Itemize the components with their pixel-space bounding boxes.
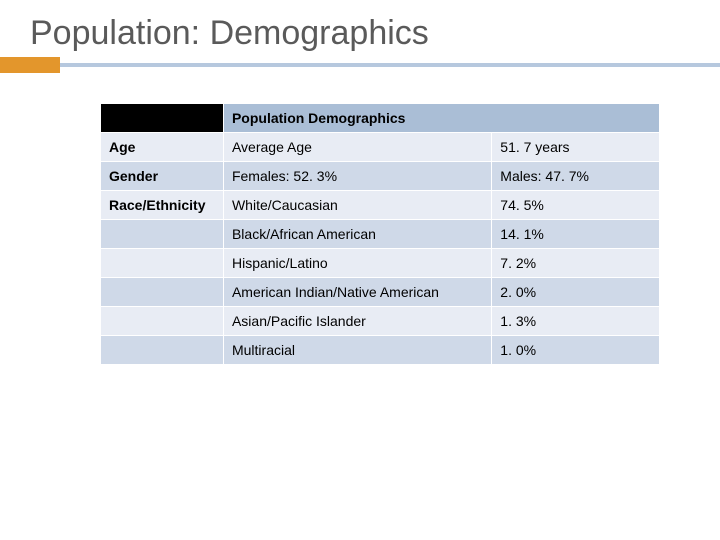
row-label [101, 336, 224, 365]
row-label [101, 249, 224, 278]
row-value-2: 1. 3% [492, 307, 660, 336]
accent-line [0, 63, 720, 67]
table-row: AgeAverage Age51. 7 years [101, 133, 660, 162]
table-row: Race/EthnicityWhite/Caucasian74. 5% [101, 191, 660, 220]
accent-orange-bar [0, 57, 60, 73]
row-value-2: 1. 0% [492, 336, 660, 365]
header-blank-cell [101, 104, 224, 133]
slide-title: Population: Demographics [0, 0, 720, 63]
row-value-2: Males: 47. 7% [492, 162, 660, 191]
demographics-table: Population Demographics AgeAverage Age51… [100, 103, 660, 365]
table-row: Asian/Pacific Islander1. 3% [101, 307, 660, 336]
row-value-1: Average Age [223, 133, 491, 162]
row-value-1: Hispanic/Latino [223, 249, 491, 278]
row-value-1: American Indian/Native American [223, 278, 491, 307]
accent-blue-bar [0, 63, 720, 67]
row-label [101, 307, 224, 336]
row-value-2: 14. 1% [492, 220, 660, 249]
row-label [101, 278, 224, 307]
row-label: Race/Ethnicity [101, 191, 224, 220]
row-label: Age [101, 133, 224, 162]
table-row: American Indian/Native American2. 0% [101, 278, 660, 307]
table-row: Multiracial1. 0% [101, 336, 660, 365]
row-value-1: Females: 52. 3% [223, 162, 491, 191]
table-body: Population Demographics AgeAverage Age51… [101, 104, 660, 365]
row-label: Gender [101, 162, 224, 191]
table-header-row: Population Demographics [101, 104, 660, 133]
table-row: GenderFemales: 52. 3%Males: 47. 7% [101, 162, 660, 191]
row-value-1: Black/African American [223, 220, 491, 249]
row-value-1: Asian/Pacific Islander [223, 307, 491, 336]
row-value-2: 2. 0% [492, 278, 660, 307]
row-value-1: White/Caucasian [223, 191, 491, 220]
row-value-1: Multiracial [223, 336, 491, 365]
table-row: Hispanic/Latino7. 2% [101, 249, 660, 278]
demographics-table-container: Population Demographics AgeAverage Age51… [0, 103, 720, 365]
header-label-cell: Population Demographics [223, 104, 659, 133]
row-value-2: 51. 7 years [492, 133, 660, 162]
row-label [101, 220, 224, 249]
row-value-2: 7. 2% [492, 249, 660, 278]
table-row: Black/African American14. 1% [101, 220, 660, 249]
row-value-2: 74. 5% [492, 191, 660, 220]
